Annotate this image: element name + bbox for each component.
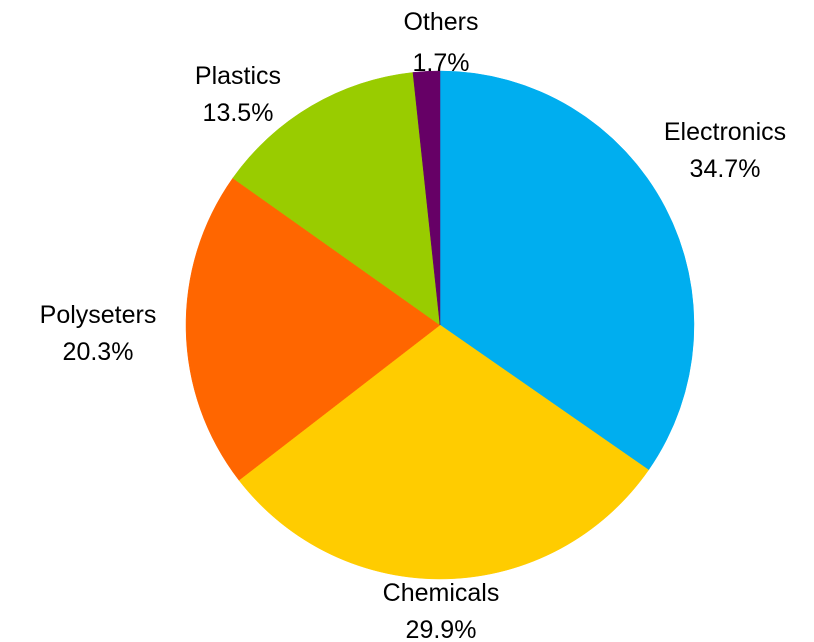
pie-slice-chemicals	[238, 324, 649, 580]
pie-slice-others	[412, 70, 441, 326]
slice-label-chemicals: Chemicals	[383, 579, 500, 607]
pie-slice-electronics	[439, 70, 695, 471]
slice-label-electronics: Electronics	[664, 118, 786, 146]
pie-slice-polyseters	[185, 177, 441, 481]
slice-value-others: 1.7%	[413, 49, 470, 77]
pie-slices	[185, 70, 695, 580]
slice-label-plastics: Plastics	[195, 62, 281, 90]
slice-value-electronics: 34.7%	[690, 155, 761, 183]
slice-value-chemicals: 29.9%	[406, 616, 477, 642]
slice-label-polyseters: Polyseters	[40, 301, 157, 329]
pie-labels: Electronics 34.7% Chemicals 29.9% Polyseters…	[40, 8, 786, 642]
slice-value-plastics: 13.5%	[203, 99, 274, 127]
pie-slice-plastics	[232, 72, 441, 326]
slice-label-others: Others	[403, 8, 478, 36]
slice-value-polyseters: 20.3%	[63, 338, 134, 366]
